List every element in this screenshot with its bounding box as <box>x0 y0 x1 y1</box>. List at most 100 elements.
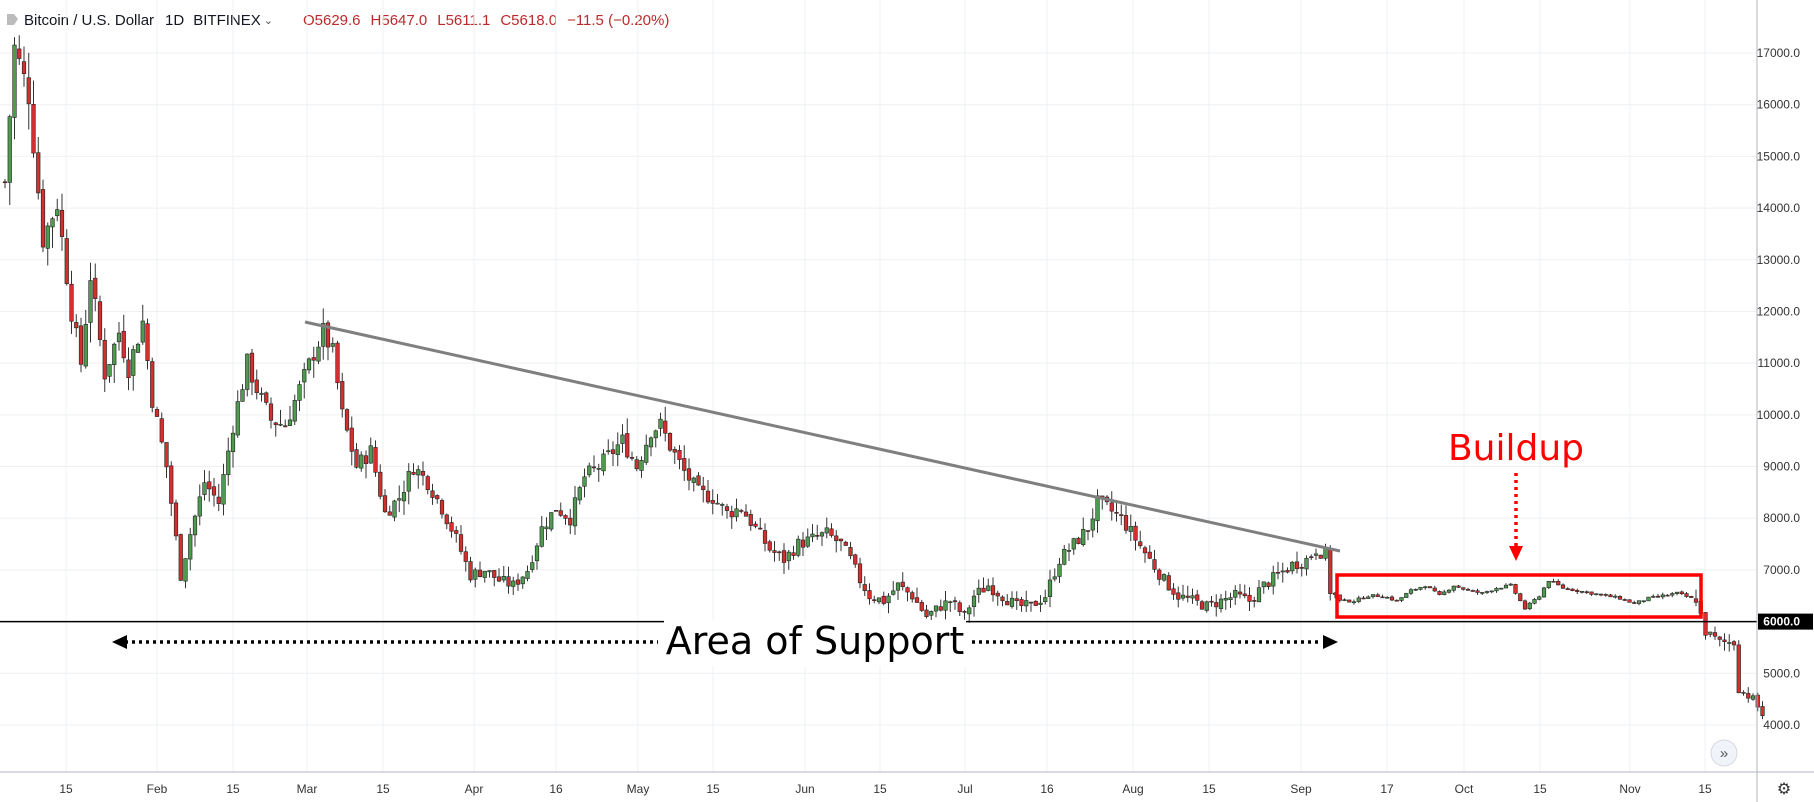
candle-body <box>1655 595 1661 598</box>
candle-body <box>164 442 169 468</box>
candle-body <box>1294 561 1300 569</box>
candle-body <box>843 541 848 546</box>
candle-body <box>26 77 31 105</box>
candle-body <box>1138 541 1143 547</box>
change-value: −11.5 (−0.20%) <box>567 11 670 29</box>
candle-body <box>297 384 302 401</box>
candle-body <box>154 409 160 417</box>
candle-body <box>629 457 635 459</box>
candle-body <box>1703 612 1708 636</box>
candle-body <box>1313 553 1319 556</box>
candle-body <box>1617 596 1623 600</box>
candle-body <box>259 392 264 395</box>
candle-body <box>1399 597 1404 601</box>
candle-body <box>919 602 924 611</box>
candle-body <box>948 601 953 604</box>
candle-body <box>1047 579 1053 597</box>
candle-body <box>1071 538 1076 550</box>
candle-body <box>387 511 392 516</box>
x-tick-label: 15 <box>1202 782 1216 796</box>
candle-body <box>1480 592 1485 594</box>
gear-icon[interactable]: ⚙ <box>1777 779 1791 798</box>
candle-body <box>477 569 483 577</box>
candle-body <box>1062 548 1067 565</box>
candle-body <box>568 517 573 526</box>
candle-body <box>207 481 212 490</box>
x-tick-label: Oct <box>1455 782 1474 796</box>
candle-body <box>1684 593 1689 597</box>
candle-body <box>1076 537 1081 544</box>
price-marker-bg <box>1758 613 1813 630</box>
candle-body <box>1551 580 1556 583</box>
candle-body <box>867 590 872 600</box>
candle-body <box>1180 594 1186 599</box>
scroll-to-latest-button[interactable] <box>1710 739 1738 767</box>
x-tick-label: 15 <box>1698 782 1712 796</box>
candle-body <box>1722 639 1727 642</box>
candle-body <box>173 502 179 537</box>
x-tick-label: Mar <box>297 782 318 796</box>
candle-body <box>601 453 606 472</box>
candle-body <box>596 468 601 470</box>
candle-body <box>1304 558 1309 570</box>
candle-body <box>724 506 730 511</box>
candle-body <box>591 466 597 469</box>
candle-body <box>1475 590 1480 593</box>
candle-body <box>1508 583 1513 586</box>
candle-body <box>97 301 103 340</box>
x-tick-label: 15 <box>873 782 887 796</box>
candle-body <box>1285 570 1290 573</box>
candle-body <box>1451 585 1456 591</box>
candle-body <box>1299 567 1304 569</box>
buildup-box[interactable] <box>1335 573 1703 619</box>
candle-body <box>606 450 611 453</box>
candle-body <box>791 552 796 556</box>
candle-body <box>7 116 12 183</box>
double-chevron-right-icon[interactable]: » <box>1720 745 1728 762</box>
candle-body <box>406 471 411 492</box>
candle-body <box>886 595 891 604</box>
candle-body <box>639 460 644 471</box>
exchange-label[interactable]: BITFINEX <box>193 11 261 29</box>
candle-body <box>677 450 682 460</box>
candle-body <box>21 61 27 75</box>
trendline[interactable] <box>304 320 1341 553</box>
candle-body <box>1470 590 1475 592</box>
candle-body <box>1014 598 1019 601</box>
candle-body <box>1171 588 1176 595</box>
candle-body <box>74 322 79 329</box>
arrowhead-down-icon <box>1509 546 1523 561</box>
candle-body <box>1147 551 1152 559</box>
symbol-name[interactable]: Bitcoin / U.S. Dollar <box>24 11 155 29</box>
low-value: L5611.1 <box>437 11 491 29</box>
candle-body <box>710 500 715 504</box>
candle-body <box>924 609 929 618</box>
candle-body <box>905 587 910 593</box>
candle-body <box>1290 561 1295 572</box>
candle-body <box>192 515 198 536</box>
candle-body <box>515 579 521 585</box>
candle-body <box>1689 596 1694 598</box>
candle-body <box>131 349 136 376</box>
candle-body <box>216 496 221 504</box>
candle-body <box>335 342 340 384</box>
x-tick-label: Sep <box>1290 782 1312 796</box>
candle-body <box>610 449 616 454</box>
candle-body <box>1005 601 1010 606</box>
candle-body <box>772 550 777 553</box>
candle-body <box>986 585 991 591</box>
candle-body <box>686 468 692 481</box>
interval-label[interactable]: 1D <box>165 11 185 29</box>
candle-body <box>1418 587 1423 590</box>
chevron-down-icon[interactable]: ⌄ <box>263 14 273 27</box>
candle-body <box>800 539 806 548</box>
candle-body <box>1190 595 1195 599</box>
candle-body <box>69 283 74 322</box>
candle-body <box>829 528 834 536</box>
candle-body <box>1123 515 1129 531</box>
candle-body <box>1665 594 1670 597</box>
candle-body <box>112 343 117 366</box>
candle-body <box>435 495 440 500</box>
candle-body <box>287 419 293 426</box>
